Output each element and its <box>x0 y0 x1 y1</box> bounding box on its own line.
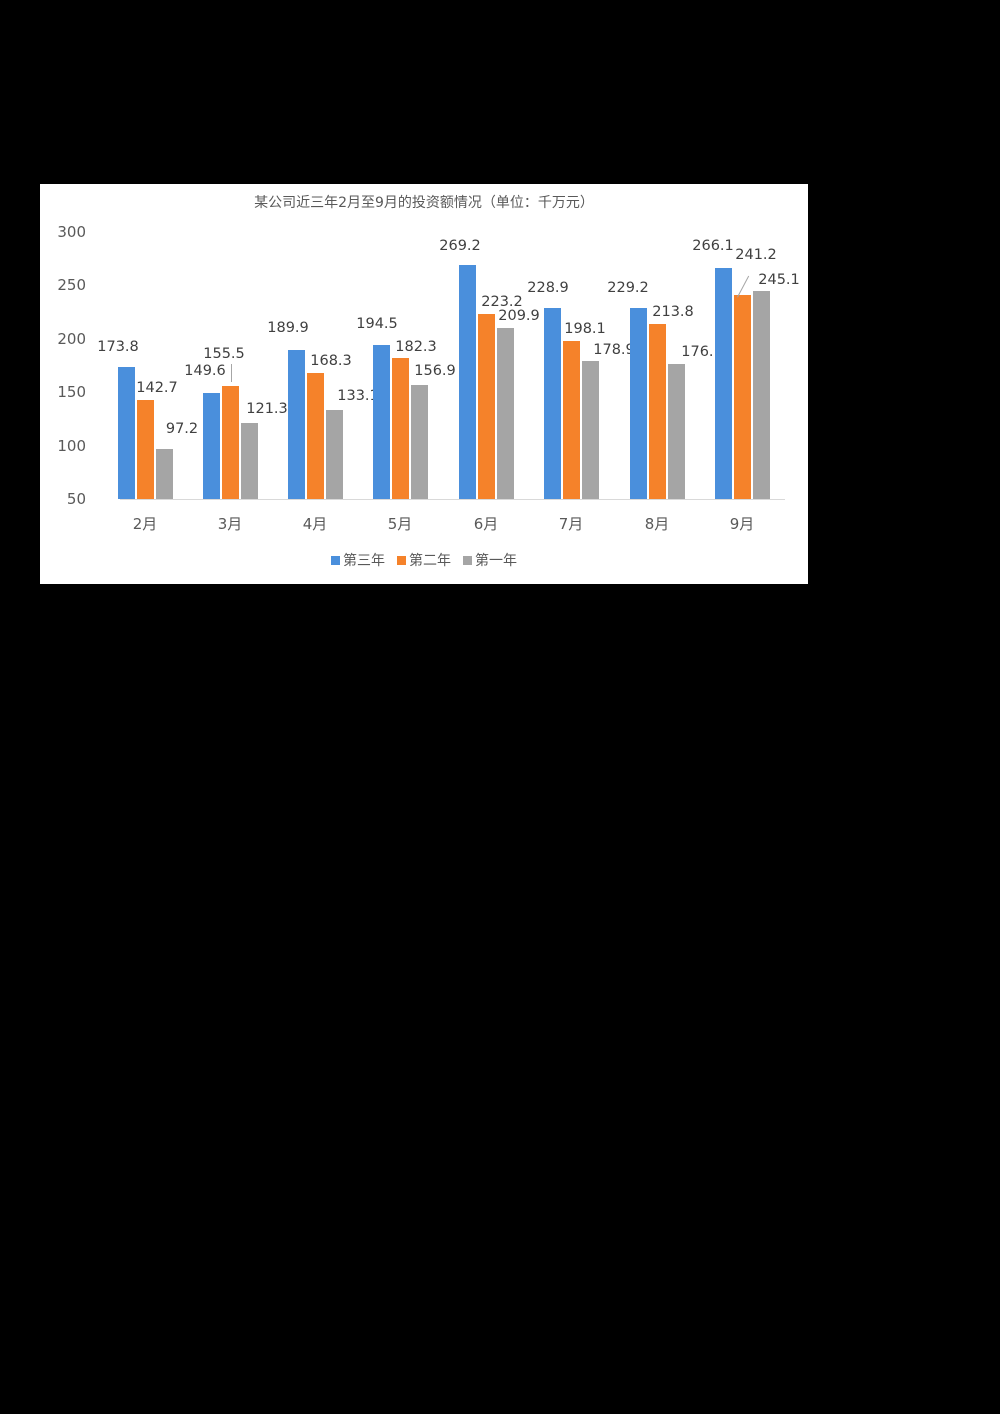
data-label: 213.8 <box>652 304 694 321</box>
data-label: 149.6 <box>184 362 226 379</box>
bar-series-2nd-year <box>221 386 239 499</box>
data-label: 223.2 <box>481 294 523 311</box>
data-label: 209.9 <box>498 308 540 325</box>
bar-series-1st-year <box>155 448 173 499</box>
x-tick-label: 3月 <box>217 515 243 533</box>
bar-series-3rd-year <box>714 268 732 499</box>
data-label: 97.2 <box>165 420 199 437</box>
data-label: 156.9 <box>414 362 456 379</box>
data-label: 241.2 <box>735 246 777 263</box>
data-label: 182.3 <box>395 338 437 355</box>
bar-series-2nd-year <box>562 340 580 499</box>
data-label: 168.3 <box>310 352 352 369</box>
data-label: 228.9 <box>527 279 569 296</box>
bar-series-1st-year <box>410 384 428 499</box>
x-tick-label: 2月 <box>132 515 158 533</box>
bar-series-1st-year <box>325 410 343 499</box>
x-axis-line <box>120 499 785 500</box>
bar-series-3rd-year <box>287 349 305 499</box>
data-label: 266.1 <box>692 238 734 255</box>
legend-swatch-icon <box>397 555 406 565</box>
legend-swatch-icon <box>463 555 472 565</box>
y-tick-label: 150 <box>57 383 86 402</box>
data-label: 176.1 <box>681 344 723 361</box>
bar-series-1st-year <box>752 290 770 499</box>
bar-series-3rd-year <box>202 392 220 499</box>
x-tick-label: 7月 <box>558 515 584 533</box>
data-label: 155.5 <box>203 346 245 363</box>
data-label: 133.1 <box>337 388 379 405</box>
legend-item-series-2nd-year: 第二年 <box>397 550 451 570</box>
data-label: 229.2 <box>607 279 649 296</box>
bar-series-2nd-year <box>136 399 154 499</box>
y-tick-label: 300 <box>57 223 86 241</box>
data-label: 173.8 <box>97 338 139 355</box>
legend-item-series-1st-year: 第一年 <box>463 550 517 570</box>
data-label: 198.1 <box>564 320 606 337</box>
y-tick-label: 100 <box>57 436 86 455</box>
x-tick-label: 6月 <box>473 515 499 533</box>
x-tick-label: 8月 <box>644 515 670 533</box>
bar-series-3rd-year <box>543 307 561 499</box>
legend-swatch-icon <box>331 555 340 565</box>
bar-series-2nd-year <box>733 294 751 499</box>
data-label: 194.5 <box>356 315 398 332</box>
bar-series-3rd-year <box>117 366 135 499</box>
legend-label: 第一年 <box>475 553 517 569</box>
data-label: 269.2 <box>439 237 481 254</box>
legend-label: 第三年 <box>343 553 385 569</box>
data-label: 121.3 <box>246 400 288 417</box>
legend-label: 第二年 <box>409 553 451 569</box>
x-tick-label: 4月 <box>302 515 328 533</box>
bar-series-2nd-year <box>306 372 324 499</box>
y-tick-label: 250 <box>57 276 86 295</box>
bar-chart: 某公司近三年2月至9月的投资额情况（单位：千万元） 50 100 150 200 250… <box>40 184 808 584</box>
data-label: 178.9 <box>593 342 635 359</box>
bar-series-2nd-year <box>477 314 495 499</box>
y-tick-label: 200 <box>57 329 86 348</box>
x-tick-label: 9月 <box>729 515 755 533</box>
bar-series-3rd-year <box>629 307 647 499</box>
bar-series-1st-year <box>667 364 685 499</box>
bar-series-2nd-year <box>648 324 666 499</box>
bar-series-3rd-year <box>372 344 390 499</box>
data-label: 245.1 <box>758 271 800 288</box>
legend: 第三年 第二年 第一年 <box>40 550 808 570</box>
data-label: 189.9 <box>267 319 309 336</box>
x-tick-label: 5月 <box>387 515 413 533</box>
y-tick-label: 50 <box>66 490 86 508</box>
bar-series-1st-year <box>581 361 599 499</box>
bar-series-1st-year <box>240 422 258 499</box>
bar-series-3rd-year <box>458 264 476 499</box>
bar-series-1st-year <box>496 328 514 499</box>
legend-item-series-3rd-year: 第三年 <box>331 550 385 570</box>
bar-series-2nd-year <box>391 357 409 499</box>
chart-title: 某公司近三年2月至9月的投资额情况（单位：千万元） <box>254 195 594 211</box>
data-label: 142.7 <box>136 379 178 396</box>
label-leader-line <box>231 364 232 382</box>
